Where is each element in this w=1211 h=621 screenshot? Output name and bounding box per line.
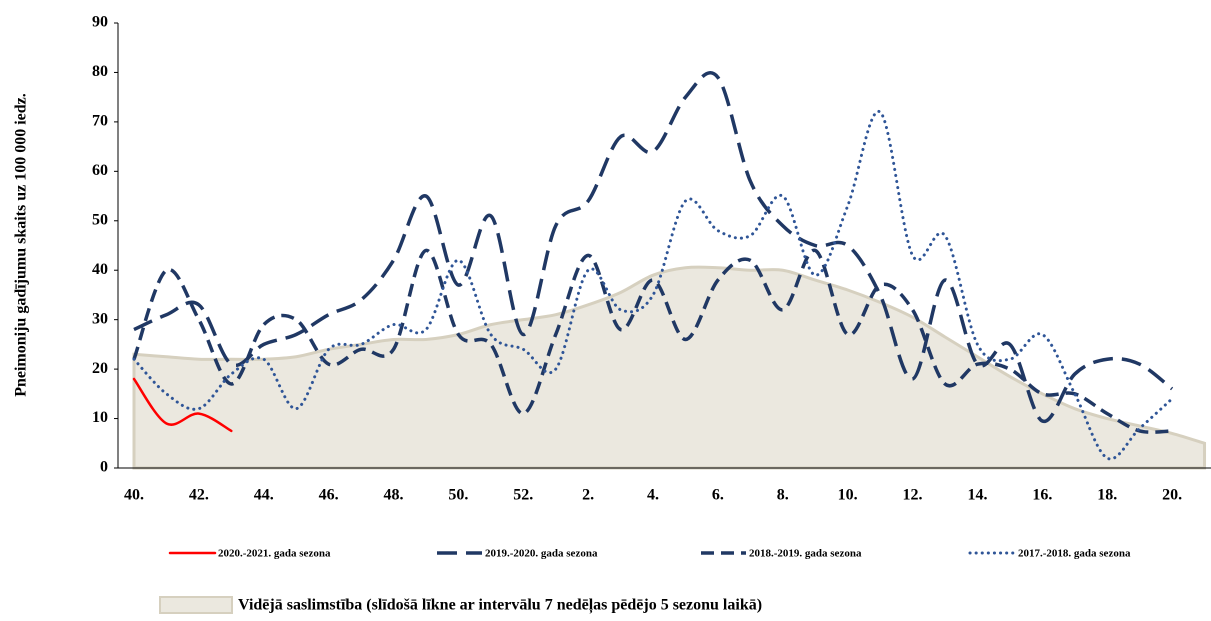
- x-tick-label: 48.: [384, 487, 404, 504]
- legend-label: 2018.-2019. gada sezona: [749, 548, 862, 560]
- y-tick-label: 10: [92, 409, 108, 426]
- series-line: [132, 248, 1173, 434]
- series-line: [132, 110, 1174, 461]
- x-tick-label: 40.: [124, 487, 144, 504]
- average-area: [132, 265, 1207, 470]
- legend-swatch: [159, 596, 233, 614]
- x-tick-label: 8.: [777, 487, 789, 504]
- x-tick-label: 52.: [513, 487, 533, 504]
- x-tick-label: 4.: [647, 487, 659, 504]
- x-tick-label: 16.: [1032, 487, 1052, 504]
- x-tick-label: 42.: [189, 487, 209, 504]
- x-tick-label: 18.: [1097, 487, 1117, 504]
- y-tick-label: 30: [92, 310, 108, 327]
- y-axis-label: Pneimoniju gadījumu skaits uz 100 000 ie…: [13, 93, 30, 397]
- legend-label: 2019.-2020. gada sezona: [485, 548, 598, 560]
- y-tick-label: 80: [92, 63, 108, 80]
- x-tick-label: 46.: [319, 487, 339, 504]
- legend-label: 2017.-2018. gada sezona: [1018, 548, 1131, 560]
- y-tick-label: 0: [100, 459, 108, 476]
- series-line: [133, 71, 1174, 423]
- x-tick-label: 14.: [967, 487, 987, 504]
- legend-label: 2020.-2021. gada sezona: [218, 548, 331, 560]
- series-line: [132, 377, 233, 433]
- x-tick-label: 44.: [254, 487, 274, 504]
- x-tick-label: 50.: [448, 487, 468, 504]
- legend-label: Vidējā saslimstība (slīdošā līkne ar int…: [238, 597, 762, 615]
- x-tick-label: 20.: [1162, 487, 1182, 504]
- x-tick-label: 6.: [712, 487, 724, 504]
- y-tick-label: 40: [92, 261, 108, 278]
- x-tick-label: 12.: [903, 487, 923, 504]
- y-tick-label: 50: [92, 211, 108, 228]
- y-tick-label: 70: [92, 113, 108, 130]
- y-tick-label: 20: [92, 360, 108, 377]
- y-tick-label: 90: [92, 14, 108, 31]
- x-tick-label: 10.: [838, 487, 858, 504]
- x-tick-label: 2.: [582, 487, 594, 504]
- y-tick-label: 60: [92, 162, 108, 179]
